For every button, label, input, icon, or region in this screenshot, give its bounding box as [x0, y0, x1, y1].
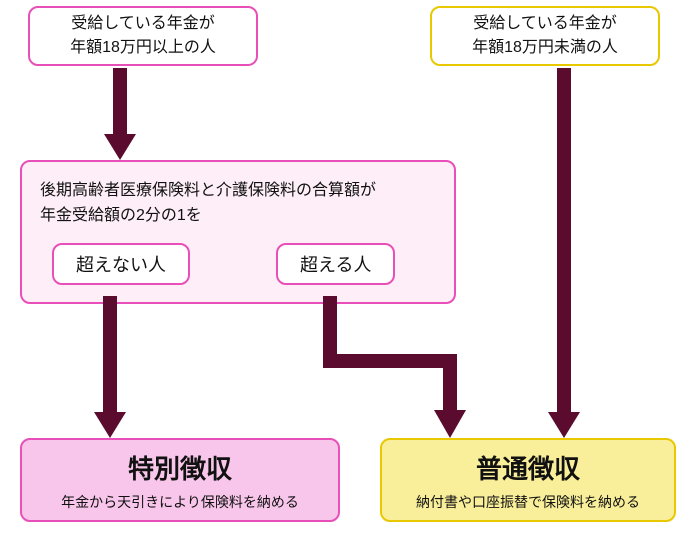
- line2: 年額18万円未満の人: [472, 39, 618, 56]
- chip-not-exceed: 超えない人: [52, 243, 190, 285]
- decision-text: 後期高齢者医療保険料と介護保険料の合算額が 年金受給額の2分の1を: [40, 179, 376, 229]
- result-special-collection: 特別徴収 年金から天引きにより保険料を納める: [20, 438, 340, 522]
- arrow-exceed-to-ordinary: [314, 296, 474, 438]
- decision-box-half-pension: 後期高齢者医療保険料と介護保険料の合算額が 年金受給額の2分の1を 超えない人 …: [20, 160, 456, 304]
- line2: 年金受給額の2分の1を: [40, 207, 202, 224]
- arrow-top-left-to-middle: [104, 68, 136, 160]
- condition-box-over-180k: 受給している年金が 年額18万円以上の人: [28, 6, 258, 66]
- line1: 受給している年金が: [71, 15, 215, 32]
- arrow-not-exceed-to-special: [94, 296, 126, 438]
- line1: 受給している年金が: [473, 15, 617, 32]
- arrow-top-right-to-ordinary: [548, 68, 580, 438]
- chip-row: 超えない人 超える人: [40, 243, 395, 285]
- condition-box-under-180k: 受給している年金が 年額18万円未満の人: [430, 6, 660, 66]
- chip-exceed: 超える人: [276, 243, 395, 285]
- condition-text: 受給している年金が 年額18万円未満の人: [462, 12, 628, 60]
- result-subtitle: 年金から天引きにより保険料を納める: [61, 492, 299, 512]
- line1: 後期高齢者医療保険料と介護保険料の合算額が: [40, 182, 376, 199]
- condition-text: 受給している年金が 年額18万円以上の人: [60, 12, 226, 60]
- line2: 年額18万円以上の人: [70, 39, 216, 56]
- result-subtitle: 納付書や口座振替で保険料を納める: [416, 492, 640, 512]
- result-ordinary-collection: 普通徴収 納付書や口座振替で保険料を納める: [380, 438, 676, 522]
- result-title: 特別徴収: [128, 449, 232, 486]
- result-title: 普通徴収: [476, 449, 580, 486]
